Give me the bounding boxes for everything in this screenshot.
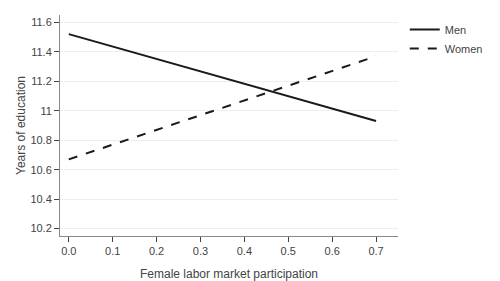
svg-text:0.6: 0.6 [325, 245, 340, 257]
svg-text:0.3: 0.3 [193, 245, 208, 257]
svg-text:Years of education: Years of education [14, 76, 28, 175]
svg-text:11.6: 11.6 [31, 16, 52, 28]
svg-text:0.7: 0.7 [368, 245, 383, 257]
svg-text:0.2: 0.2 [149, 245, 164, 257]
svg-text:0.4: 0.4 [237, 245, 252, 257]
svg-text:11: 11 [40, 105, 51, 117]
svg-text:Female labor market participat: Female labor market participation [140, 267, 318, 281]
svg-text:10.8: 10.8 [30, 134, 51, 146]
svg-text:10.4: 10.4 [30, 193, 51, 205]
svg-text:11.4: 11.4 [31, 46, 52, 58]
svg-text:11.2: 11.2 [31, 75, 52, 87]
svg-text:0.0: 0.0 [61, 245, 76, 257]
svg-text:10.2: 10.2 [30, 222, 51, 234]
svg-text:Men: Men [445, 24, 466, 36]
svg-text:Women: Women [445, 43, 483, 55]
svg-text:0.5: 0.5 [281, 245, 296, 257]
svg-text:10.6: 10.6 [30, 164, 51, 176]
svg-text:0.1: 0.1 [105, 245, 120, 257]
